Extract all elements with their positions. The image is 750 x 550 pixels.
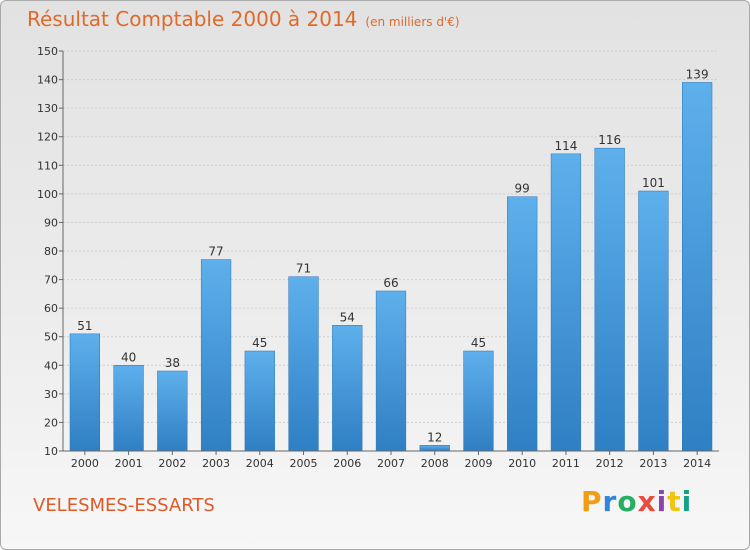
chart-title-text: Résultat Comptable 2000 à 2014 (27, 7, 358, 31)
x-tick-label-2011: 2011 (552, 457, 580, 470)
brand-letter: i (656, 485, 668, 518)
chart-subtitle: (en milliers d'€) (365, 15, 460, 29)
y-tick-label: 60 (44, 302, 58, 315)
bar-2000 (69, 333, 100, 452)
value-label-2014: 139 (686, 67, 709, 81)
brand-letter: i (681, 485, 693, 518)
bar-2012 (594, 147, 625, 452)
x-tick-label-2009: 2009 (464, 457, 492, 470)
bar-2002 (157, 370, 188, 452)
value-label-2004: 45 (252, 336, 267, 350)
x-tick-label-2001: 2001 (115, 457, 143, 470)
bar-2011 (550, 153, 582, 452)
x-tick-label-2000: 2000 (71, 457, 99, 470)
bar-2008 (419, 445, 450, 452)
y-tick-label: 30 (44, 388, 58, 401)
x-tick-label-2006: 2006 (333, 457, 361, 470)
value-label-2013: 101 (642, 176, 665, 190)
bar-2005 (288, 276, 319, 452)
chart-title: Résultat Comptable 2000 à 2014 (en millie… (27, 7, 460, 31)
x-tick-label-2004: 2004 (246, 457, 274, 470)
y-tick-label: 80 (44, 245, 58, 258)
commune-name: VELESMES-ESSARTS (33, 495, 215, 516)
bar-2004 (244, 350, 275, 452)
y-tick-label: 120 (37, 131, 58, 144)
bar-2007 (375, 290, 407, 452)
bar-2013 (638, 190, 669, 452)
bar-2006 (332, 325, 363, 452)
value-label-2000: 51 (77, 319, 92, 333)
y-tick-label: 10 (44, 445, 58, 458)
y-tick-label: 140 (37, 74, 58, 87)
y-tick-label: 150 (37, 45, 58, 58)
proxiti-logo[interactable]: Proxiti (581, 485, 692, 518)
value-label-2003: 77 (208, 245, 223, 259)
y-tick-label: 110 (37, 159, 58, 172)
x-tick-label-2014: 2014 (683, 457, 711, 470)
x-tick-label-2012: 2012 (596, 457, 624, 470)
value-label-2009: 45 (471, 336, 486, 350)
bar-2001 (113, 365, 144, 452)
y-tick-label: 70 (44, 274, 58, 287)
brand-letter: o (617, 485, 638, 518)
x-tick-label-2010: 2010 (508, 457, 536, 470)
value-label-2012: 116 (598, 133, 621, 147)
x-tick-label-2002: 2002 (158, 457, 186, 470)
value-label-2007: 66 (383, 276, 398, 290)
value-label-2010: 99 (515, 182, 530, 196)
bars: 51 40 38 77 45 71 54 66 12 45 99 114 116 101 139 (69, 67, 713, 452)
brand-letter: r (602, 485, 618, 518)
x-tick-label-2005: 2005 (290, 457, 318, 470)
x-axis: 2000 2001 2002 2003 2004 2005 2006 2007 2008 2009… (63, 450, 719, 470)
y-tick-label: 90 (44, 216, 58, 229)
y-tick-label: 130 (37, 102, 58, 115)
value-label-2005: 71 (296, 262, 311, 276)
brand-letter: P (581, 485, 603, 518)
y-tick-label: 20 (44, 416, 58, 429)
bar-2003 (200, 259, 232, 452)
x-tick-label-2013: 2013 (639, 457, 667, 470)
bar-2014 (682, 82, 713, 452)
bar-2009 (463, 350, 494, 452)
brand-letter: t (667, 485, 682, 518)
value-label-2002: 38 (165, 356, 180, 370)
x-tick-label-2003: 2003 (202, 457, 230, 470)
bar-2010 (507, 196, 538, 452)
y-tick-label: 100 (37, 188, 58, 201)
brand-letter: x (637, 485, 657, 518)
y-tick-label: 50 (44, 331, 58, 344)
x-tick-label-2008: 2008 (421, 457, 449, 470)
y-tick-label: 40 (44, 359, 58, 372)
y-axis: 10 20 30 40 50 60 70 80 90 100 110 120 130 140 150 (37, 45, 64, 458)
value-label-2001: 40 (121, 350, 136, 364)
value-label-2011: 114 (554, 139, 577, 153)
value-label-2006: 54 (340, 310, 355, 324)
x-tick-label-2007: 2007 (377, 457, 405, 470)
value-label-2008: 12 (427, 430, 442, 444)
